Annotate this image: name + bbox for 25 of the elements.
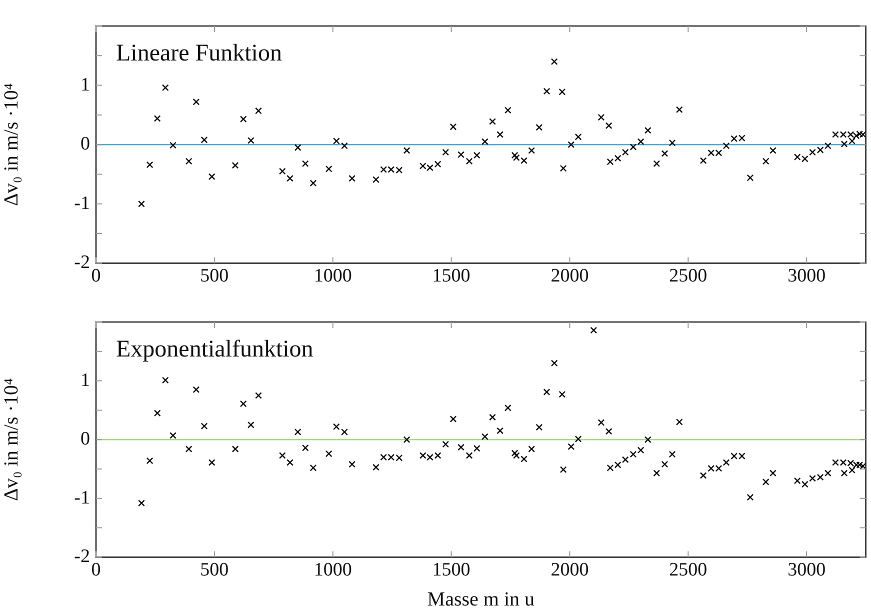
x-tick-label: 1000 (314, 266, 352, 287)
x-tick-label: 500 (200, 560, 229, 581)
y-tick-label: 0 (80, 134, 90, 155)
x-tick-label: 2500 (669, 266, 708, 287)
x-tick-label: 3000 (788, 560, 826, 581)
y-tick-label: -1 (74, 192, 90, 214)
y-tick-label: 1 (80, 370, 90, 391)
x-tick-label: 2000 (550, 560, 589, 581)
y-axis-title: Δv₀ in m/s ·10⁴ (0, 378, 22, 502)
text: Lineare Funktion (116, 40, 282, 66)
x-tick-label: 2000 (550, 266, 589, 287)
text: Exponentialfunktion (116, 336, 314, 362)
x-axis-title: Masse m in u (427, 588, 535, 610)
y-tick-label: -2 (74, 252, 90, 274)
x-tick-label: 1000 (314, 560, 352, 581)
y-tick-label: 0 (80, 428, 90, 450)
y-tick-label: -2 (74, 546, 90, 568)
x-tick-label: 3000 (788, 266, 826, 287)
x-tick-label: 1500 (432, 560, 470, 581)
y-tick-label: -1 (74, 487, 90, 508)
x-tick-label: 1500 (432, 266, 470, 287)
x-tick-label: 2500 (669, 560, 708, 581)
y-tick-label: 1 (80, 74, 90, 96)
x-tick-label: 500 (200, 266, 229, 287)
y-axis-title: Δv₀ in m/s ·10⁴ (0, 83, 22, 206)
